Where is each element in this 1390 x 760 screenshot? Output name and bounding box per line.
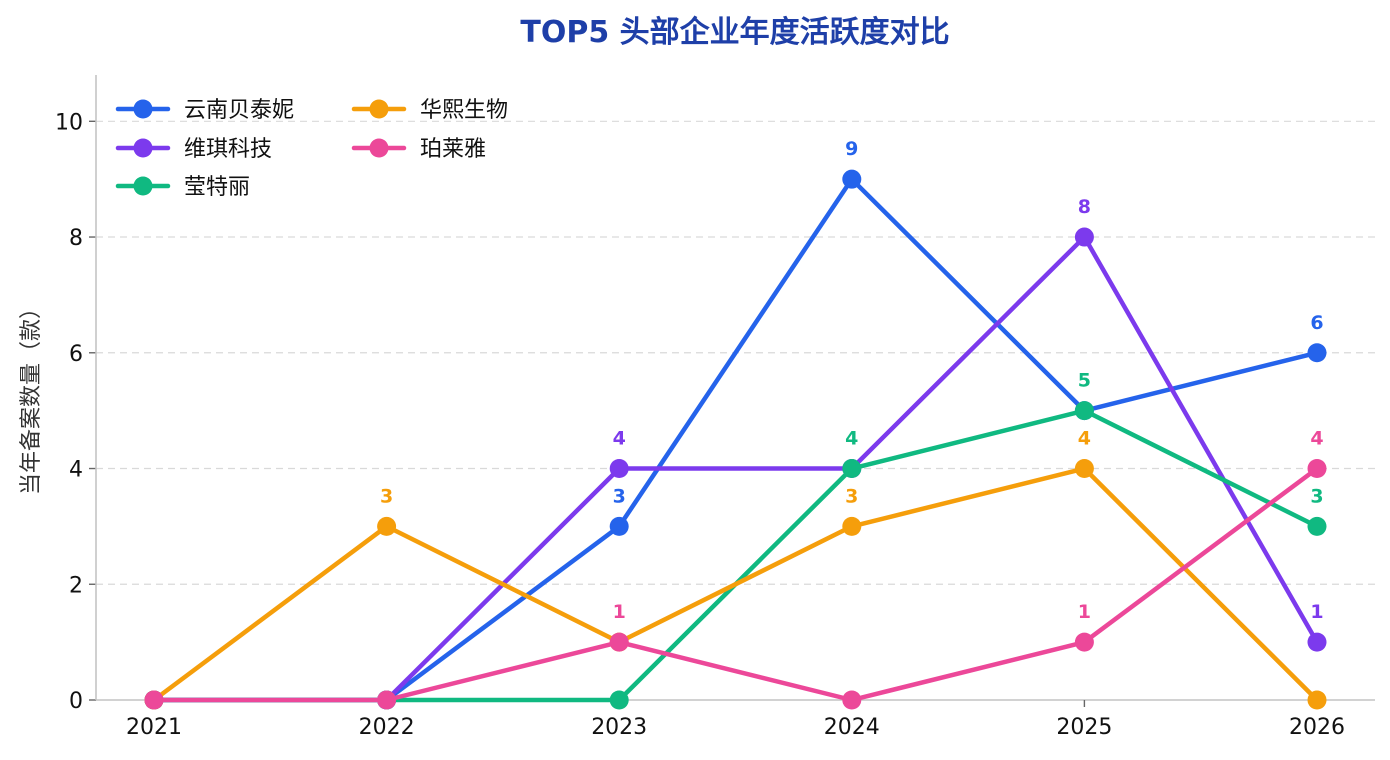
data-label-5-2025: 1 [1078,601,1091,623]
data-point-2-2026 [1307,632,1327,652]
data-point-3-2026 [1307,516,1327,536]
data-label-5-2026: 4 [1310,428,1323,450]
legend-swatch-marker [369,99,389,119]
x-tick-label-2022: 2022 [359,715,415,740]
data-label-2-2023: 4 [613,428,626,450]
data-point-5-2026 [1307,459,1327,479]
legend-label-5: 珀莱雅 [420,137,486,162]
data-point-5-2023 [609,632,629,652]
data-label-2-2026: 1 [1310,601,1323,623]
y-tick-label-0: 0 [69,689,83,714]
y-tick-label-6: 6 [69,342,83,367]
series-line-4 [151,466,1320,703]
chart-title: TOP5 头部企业年度活跃度对比 [520,15,949,50]
data-point-3-2023 [609,690,629,710]
y-axis-label: 当年备案数量（款） [19,297,44,495]
x-tick-label-2023: 2023 [591,715,647,740]
data-point-4-2025 [1074,459,1094,479]
data-label-3-2024: 4 [845,428,858,450]
data-point-3-2024 [842,459,862,479]
x-tick-label-2024: 2024 [824,715,880,740]
series-1 [144,169,1327,710]
x-tick-label-2025: 2025 [1056,715,1112,740]
data-point-5-2024 [842,690,862,710]
data-label-3-2026: 3 [1310,485,1323,507]
data-label-4-2025: 4 [1078,428,1091,450]
legend-label-1: 云南贝泰妮 [184,98,294,123]
data-label-1-2024: 9 [845,138,858,160]
data-point-4-2026 [1307,690,1327,710]
legend-item-1: 云南贝泰妮 [115,98,294,123]
data-point-1-2026 [1307,343,1327,363]
data-point-4-2024 [842,516,862,536]
y-tick-label-10: 10 [55,110,83,135]
data-label-3-2025: 5 [1078,370,1091,392]
x-tick-label-2026: 2026 [1289,715,1345,740]
legend-swatch-marker [133,176,153,196]
series-3 [144,401,1327,710]
legend-item-5: 珀莱雅 [351,137,486,162]
data-label-1-2023: 3 [613,485,626,507]
series-line-3 [151,408,1320,703]
data-point-1-2023 [609,516,629,536]
series-2 [144,227,1327,710]
data-label-4-2022: 3 [380,485,393,507]
series-lines [144,169,1327,710]
legend-item-4: 华熙生物 [351,98,508,123]
data-label-2-2025: 8 [1078,196,1091,218]
data-point-4-2022 [377,516,397,536]
data-labels: 3 9 6 4 8 1 4 5 3 3 3 4 1 1 4 [380,138,1324,623]
data-point-3-2025 [1074,401,1094,421]
data-label-4-2024: 3 [845,485,858,507]
legend-label-2: 维琪科技 [184,137,272,162]
legend-label-3: 莹特丽 [184,175,250,200]
data-point-5-2021 [144,690,164,710]
data-point-2-2023 [609,459,629,479]
x-tick-label-2021: 2021 [126,715,182,740]
data-label-5-2023: 1 [613,601,626,623]
legend-swatch-marker [133,138,153,158]
legend-swatch-marker [369,138,389,158]
data-point-5-2022 [377,690,397,710]
series-5 [144,459,1327,710]
y-tick-label-8: 8 [69,226,83,251]
y-tick-label-4: 4 [69,458,83,483]
data-point-5-2025 [1074,632,1094,652]
series-line-5 [151,466,1320,703]
legend-swatch-marker [133,99,153,119]
data-point-2-2025 [1074,227,1094,247]
data-label-1-2026: 6 [1310,312,1323,334]
legend-item-2: 维琪科技 [115,137,272,162]
legend-item-3: 莹特丽 [115,175,250,200]
y-tick-label-2: 2 [69,573,83,598]
legend-label-4: 华熙生物 [420,98,508,123]
data-point-1-2024 [842,169,862,189]
axes: 0 2 4 6 8 10 2021 2022 2023 2024 2025 2026 [55,75,1375,740]
